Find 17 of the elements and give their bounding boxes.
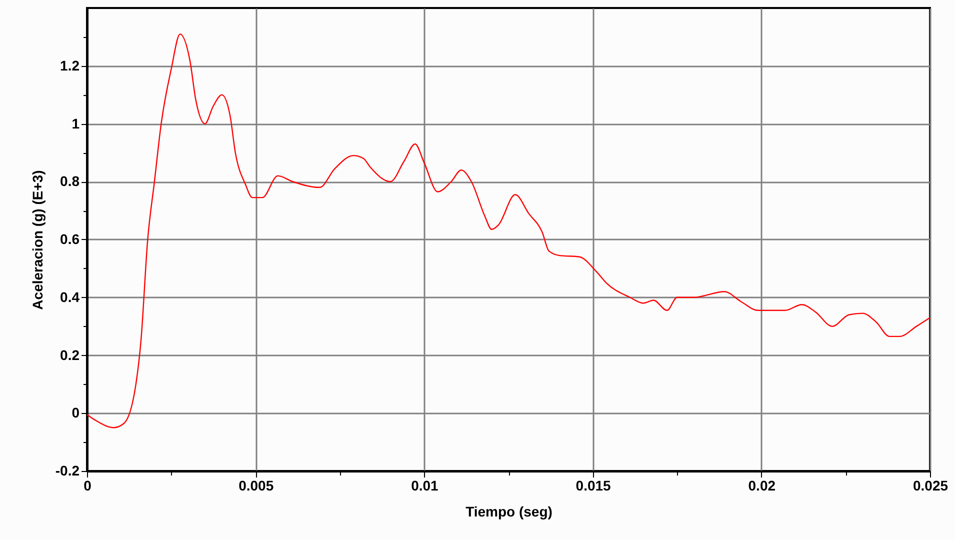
y-tick-label: 0 [72, 404, 80, 421]
x-tick-label: 0.005 [238, 478, 274, 494]
y-tick-label: 0.8 [60, 173, 80, 190]
x-tick-label: 0.015 [576, 478, 612, 494]
x-tick-label: 0.01 [411, 478, 439, 494]
y-axis-title: Aceleracion (g) (E+3) [29, 170, 46, 310]
y-tick-label: 1.2 [60, 57, 80, 74]
x-tick-label: 0.025 [912, 478, 948, 494]
y-tick-label: 0.2 [60, 346, 80, 363]
y-tick-label: -0.2 [55, 462, 80, 478]
y-tick-label: 0.4 [60, 288, 80, 305]
x-tick-label: 0.02 [748, 478, 776, 494]
x-axis-title: Tiempo (seg) [466, 504, 552, 520]
y-tick-label: 1 [72, 115, 80, 132]
line-series [86, 33, 931, 428]
x-tick-label: 0 [84, 478, 92, 494]
y-tick-label: 0.6 [60, 231, 80, 247]
